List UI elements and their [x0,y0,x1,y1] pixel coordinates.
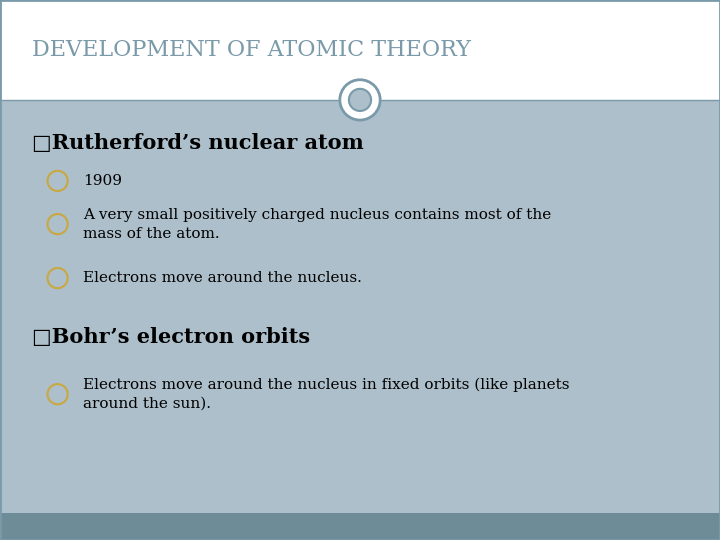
Bar [0,513,720,540]
Text: 1909: 1909 [83,174,122,188]
Bar [0,0,720,100]
Text: □Rutherford’s nuclear atom: □Rutherford’s nuclear atom [32,133,364,153]
Bar [0,100,720,513]
Ellipse shape [340,80,380,120]
Text: Electrons move around the nucleus in fixed orbits (like planets
around the sun).: Electrons move around the nucleus in fix… [83,377,570,411]
Text: Electrons move around the nucleus.: Electrons move around the nucleus. [83,271,361,285]
Text: □Bohr’s electron orbits: □Bohr’s electron orbits [32,327,310,348]
Ellipse shape [349,89,371,111]
Text: DEVELOPMENT OF ATOMIC THEORY: DEVELOPMENT OF ATOMIC THEORY [32,39,472,61]
Text: A very small positively charged nucleus contains most of the
mass of the atom.: A very small positively charged nucleus … [83,207,551,241]
